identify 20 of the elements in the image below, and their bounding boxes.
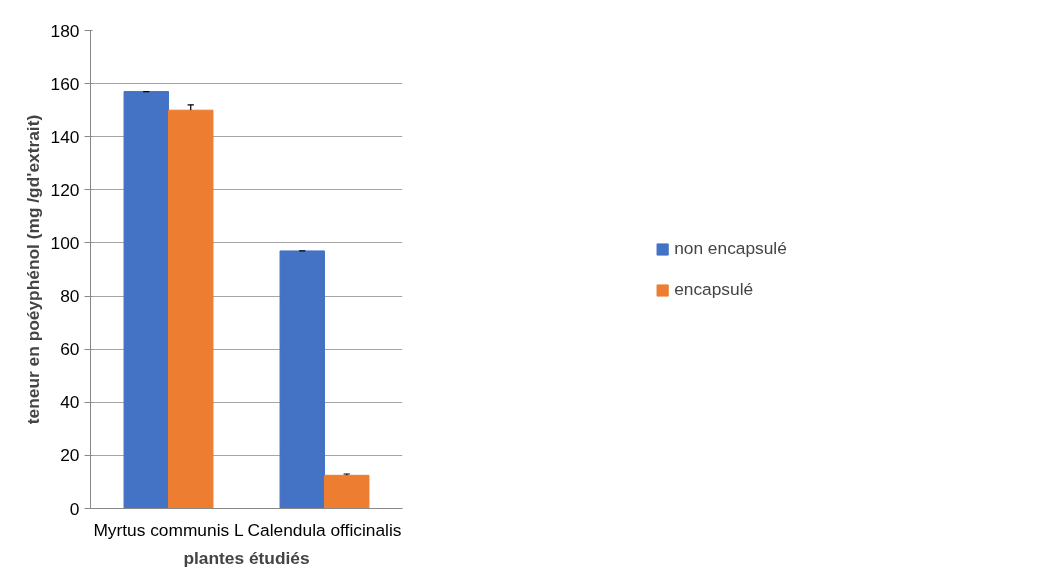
y-tick-label: 180	[50, 20, 80, 41]
x-axis-title: plantes étudiés	[183, 547, 310, 568]
bar	[168, 109, 214, 509]
legend-label: non encapsulé	[674, 238, 787, 259]
legend-label: encapsulé	[674, 279, 754, 300]
y-tick-label: 120	[50, 179, 80, 200]
bar	[123, 91, 169, 509]
bar	[279, 250, 325, 509]
y-tick-label: 80	[60, 286, 80, 307]
y-tick-label: 0	[69, 498, 80, 519]
y-tick-label: 20	[60, 445, 80, 466]
x-tick-label: Calendula officinalis	[247, 519, 402, 540]
y-tick-label: 40	[60, 392, 80, 413]
y-tick-label: 140	[50, 126, 80, 147]
y-axis-title: teneur en poéyphénol (mg /gd'extrait)	[22, 114, 43, 425]
y-tick-label: 100	[50, 232, 80, 253]
bar	[324, 474, 370, 509]
x-tick-label: Myrtus communis L	[93, 519, 244, 540]
y-tick-label: 160	[50, 73, 80, 94]
y-tick-label: 60	[60, 339, 80, 360]
